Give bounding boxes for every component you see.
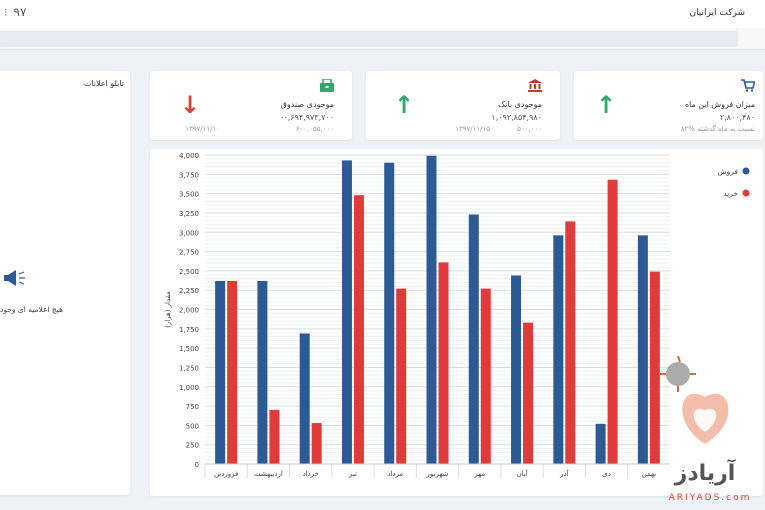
bar-sales <box>511 275 522 464</box>
safe-icon <box>320 79 334 92</box>
legend-marker <box>742 167 750 175</box>
trend-down-icon: ↓ <box>180 91 201 119</box>
bar-sales <box>553 235 564 464</box>
x-tick-label: بهمن <box>642 470 657 478</box>
bar-purchase <box>311 423 322 464</box>
filter-bar <box>0 28 765 50</box>
bar-purchase <box>523 322 534 464</box>
announcements-empty-message: هیچ اعلامیه ای وجود <box>0 305 63 314</box>
x-tick-label: تیر <box>348 470 357 478</box>
trend-up-icon: ↑ <box>596 91 617 119</box>
x-tick-label: آذر <box>559 469 569 478</box>
y-tick-label: 500 <box>186 422 199 430</box>
y-tick-label: 2,500 <box>179 268 199 276</box>
top-bar: ⁝ ۹۷ شرکت ایرانیان <box>0 0 765 28</box>
sales-purchase-chart: 0 250 500 750 1,000 1,250 1,500 1,750 2,000 2,250… <box>150 149 763 496</box>
bank-amount: ۵۰۰,۰۰۰ <box>517 125 542 133</box>
bar-sales <box>215 280 226 464</box>
fiscal-year[interactable]: ⁝ ۹۷ <box>4 5 26 19</box>
x-tick-label: مرداد <box>387 470 403 478</box>
y-tick-label: 2,750 <box>179 249 199 257</box>
sales-sub: ۸۲% نسبت به ماه گذشته <box>680 125 755 133</box>
y-tick-label: 1,750 <box>179 326 199 334</box>
x-tick-label: شهریور <box>426 470 449 478</box>
y-tick-label: 0 <box>195 461 199 469</box>
x-tick-label: آبان <box>516 469 528 478</box>
announcements-panel: تابلو اعلانات هیچ اعلامیه ای وجود <box>0 71 130 495</box>
bar-purchase <box>649 271 660 464</box>
announcements-title: تابلو اعلانات <box>83 79 124 88</box>
y-tick-label: 1,500 <box>179 345 199 353</box>
bar-sales <box>299 333 310 464</box>
y-tick-label: 1,250 <box>179 364 199 372</box>
bank-icon <box>528 79 542 92</box>
megaphone-icon <box>4 270 25 286</box>
bar-sales <box>426 155 437 464</box>
x-tick-label: اردیبهشت <box>254 470 283 478</box>
cash-amount: ۶۰۰,۰۵۵,۰۰۰ <box>295 125 334 133</box>
watermark-text: آریادز <box>674 458 736 486</box>
x-tick-label: فروردین <box>214 470 238 478</box>
y-tick-label: 2,000 <box>179 307 199 315</box>
y-tick-label: 3,250 <box>179 210 199 218</box>
bar-purchase <box>396 288 407 464</box>
bar-sales <box>468 214 479 464</box>
sales-card[interactable]: میزان فروش این ماه ۲,۸۰۰,۴۸۰ ۸۲% نسبت به… <box>574 71 763 140</box>
company-name[interactable]: شرکت ایرانیان <box>689 8 745 18</box>
filter-input[interactable] <box>0 31 738 47</box>
cart-icon <box>741 79 755 92</box>
y-tick-label: 2,250 <box>179 287 199 295</box>
bar-sales <box>341 160 352 464</box>
cash-value: -۰,۶۹۴,۹۷۳,۷۰۰ <box>280 113 334 122</box>
ariyads-watermark: آریادز ARIYADS.com <box>660 355 752 503</box>
x-tick-label: خرداد <box>302 470 318 478</box>
cash-date: ۱۳۹۷/۱۱/۱۰ <box>185 125 220 133</box>
legend-label: فروش <box>717 167 738 176</box>
bar-purchase <box>480 288 491 464</box>
sales-value: ۲,۸۰۰,۴۸۰ <box>719 113 755 122</box>
legend-label: خرید <box>723 189 738 198</box>
bar-sales <box>257 280 268 464</box>
y-tick-label: 250 <box>186 442 199 450</box>
bar-chart: 0 250 500 750 1,000 1,250 1,500 1,750 2,000 2,250… <box>164 152 750 478</box>
calendar-icon: ⁝ <box>4 5 8 19</box>
cash-card[interactable]: موجودی صندوق -۰,۶۹۴,۹۷۳,۷۰۰ ۱۳۹۷/۱۱/۱۰ ۶… <box>150 71 352 140</box>
bar-purchase <box>227 280 238 464</box>
legend-marker <box>742 189 750 197</box>
y-tick-label: 3,000 <box>179 229 199 237</box>
y-tick-label: 3,750 <box>179 171 199 179</box>
x-tick-label: دی <box>602 470 611 478</box>
trend-up-icon: ↑ <box>394 91 415 119</box>
y-tick-label: 1,000 <box>179 384 199 392</box>
y-axis-label: مقدار (هزار) <box>164 291 172 328</box>
fiscal-year-value: ۹۷ <box>13 5 27 19</box>
y-tick-label: 750 <box>186 403 199 411</box>
bar-sales <box>384 162 395 464</box>
bank-title: موجودی بانک <box>498 100 542 109</box>
sales-title: میزان فروش این ماه <box>684 100 755 109</box>
bar-sales <box>595 423 606 464</box>
cash-title: موجودی صندوق <box>280 100 334 109</box>
bar-purchase <box>607 179 618 464</box>
bank-date: ۱۳۹۷/۱۱/۱۵ <box>455 125 490 133</box>
bar-purchase <box>269 409 280 464</box>
bank-card[interactable]: موجودی بانک ۱,۰۹۲,۸۵۴,۹۸۰ ۱۳۹۷/۱۱/۱۵ ۵۰۰… <box>366 71 560 140</box>
bar-purchase <box>565 221 576 464</box>
y-tick-label: 4,000 <box>179 152 199 160</box>
bar-sales <box>637 235 648 464</box>
y-tick-label: 3,500 <box>179 191 199 199</box>
watermark-sub: ARIYADS.com <box>669 493 752 503</box>
bar-purchase <box>438 262 449 464</box>
bar-purchase <box>353 195 364 465</box>
x-tick-label: مهر <box>473 470 485 478</box>
bank-value: ۱,۰۹۲,۸۵۴,۹۸۰ <box>491 113 542 122</box>
